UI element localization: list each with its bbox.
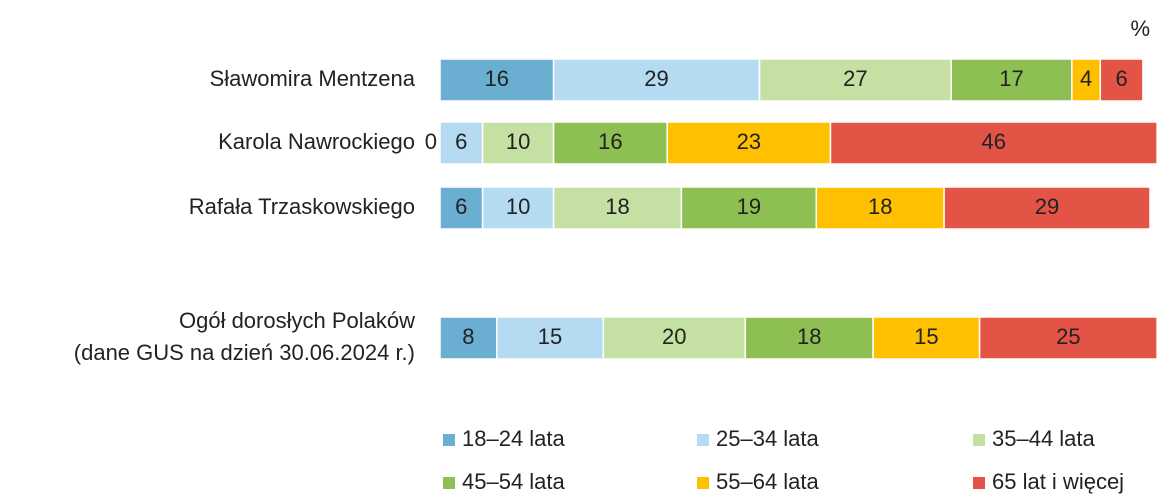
category-label: Karola Nawrockiego [218,129,415,154]
bar-segment [758,58,952,102]
value-label: 10 [506,129,530,154]
bar-segment [1071,58,1102,102]
bar-segment [439,121,484,165]
legend-swatch [973,477,985,489]
legend-swatch [697,434,709,446]
value-label: 19 [737,194,761,219]
bar-segment [829,121,1158,165]
bar-segment [552,58,761,102]
value-label: 20 [662,324,686,349]
legend-label: 25–34 lata [716,426,820,451]
legend-swatch [973,434,985,446]
bar-segment [666,121,832,165]
bar-segment [552,186,683,230]
bar-segment [815,186,945,230]
bar-segment [481,121,555,165]
legend-label: 35–44 lata [992,426,1096,451]
value-label: 15 [914,324,938,349]
value-label: 18 [797,324,821,349]
value-label: 0 [425,129,437,154]
legend-swatch [697,477,709,489]
category-label: Rafała Trzaskowskiego [189,194,415,219]
legend-label: 55–64 lata [716,469,820,494]
bar-segment [744,316,874,360]
category-label: (dane GUS na dzień 30.06.2024 r.) [74,340,415,365]
legend-swatch [443,477,455,489]
bar-segment [978,316,1158,360]
bar-segment [439,186,484,230]
value-label: 16 [485,66,509,91]
legend-label: 65 lat i więcej [992,469,1124,494]
legend-label: 18–24 lata [462,426,566,451]
legend-swatch [443,434,455,446]
value-label: 25 [1056,324,1080,349]
value-label: 6 [455,194,467,219]
value-label: 29 [1035,194,1059,219]
value-label: 18 [868,194,892,219]
value-label: 46 [982,129,1006,154]
value-label: 29 [644,66,668,91]
value-label: 8 [462,324,474,349]
legend-label: 45–54 lata [462,469,566,494]
value-label: 17 [999,66,1023,91]
bar-segment [943,186,1151,230]
value-label: 6 [455,129,467,154]
value-label: 16 [598,129,622,154]
value-label: 23 [737,129,761,154]
value-label: 10 [506,194,530,219]
unit-label: % [1130,16,1150,41]
bar-segment [602,316,747,360]
bar-segment [481,186,555,230]
bar-segment [1099,58,1144,102]
value-label: 6 [1115,66,1127,91]
bar-segment [872,316,981,360]
bar-segment [439,58,555,102]
category-label: Sławomira Mentzena [210,66,416,91]
value-label: 27 [843,66,867,91]
value-label: 15 [538,324,562,349]
bar-segment [496,316,605,360]
bar-segment [552,121,668,165]
category-label: Ogół dorosłych Polaków [179,308,415,333]
value-label: 18 [605,194,629,219]
value-label: 4 [1080,66,1092,91]
